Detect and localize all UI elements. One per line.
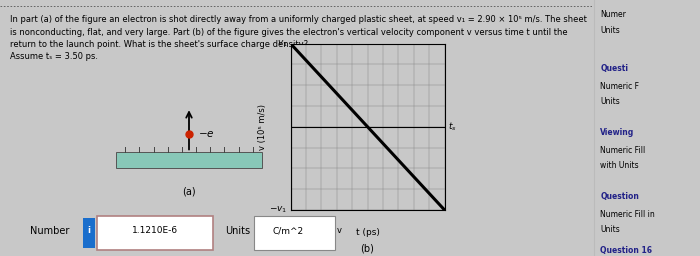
Text: Number: Number bbox=[30, 226, 69, 236]
Text: C/m^2: C/m^2 bbox=[272, 226, 303, 235]
Text: Units: Units bbox=[600, 225, 620, 234]
Text: $t_s$: $t_s$ bbox=[447, 121, 456, 133]
Text: $-e$: $-e$ bbox=[198, 129, 215, 139]
Text: Questi: Questi bbox=[600, 64, 628, 73]
Bar bbox=[97, 216, 214, 250]
Text: Units: Units bbox=[600, 26, 620, 35]
Text: Units: Units bbox=[225, 226, 250, 236]
Text: t (ps): t (ps) bbox=[356, 228, 379, 237]
Bar bbox=[83, 218, 95, 248]
Text: with Units: with Units bbox=[600, 161, 639, 170]
Text: v (10⁵ m/s): v (10⁵ m/s) bbox=[258, 104, 267, 150]
Text: Question 16: Question 16 bbox=[600, 246, 652, 255]
Text: Question: Question bbox=[600, 192, 639, 201]
Text: Units: Units bbox=[600, 97, 620, 106]
Text: Viewing: Viewing bbox=[600, 128, 634, 137]
Bar bbox=[116, 152, 262, 168]
Text: $v_1$: $v_1$ bbox=[276, 38, 288, 49]
Text: (b): (b) bbox=[360, 243, 374, 253]
Text: (a): (a) bbox=[182, 186, 196, 196]
Text: Numeric Fill: Numeric Fill bbox=[600, 146, 645, 155]
Bar bbox=[254, 216, 335, 250]
Text: Numeric Fill in: Numeric Fill in bbox=[600, 210, 655, 219]
Text: i: i bbox=[88, 226, 90, 235]
Text: In part (a) of the figure an electron is shot directly away from a uniformly cha: In part (a) of the figure an electron is… bbox=[10, 15, 587, 61]
Text: v: v bbox=[337, 226, 342, 235]
Text: Numer: Numer bbox=[600, 10, 626, 19]
Text: 1.1210E-6: 1.1210E-6 bbox=[132, 226, 178, 235]
Text: Numeric F: Numeric F bbox=[600, 82, 639, 91]
Text: $-v_1$: $-v_1$ bbox=[269, 205, 288, 215]
